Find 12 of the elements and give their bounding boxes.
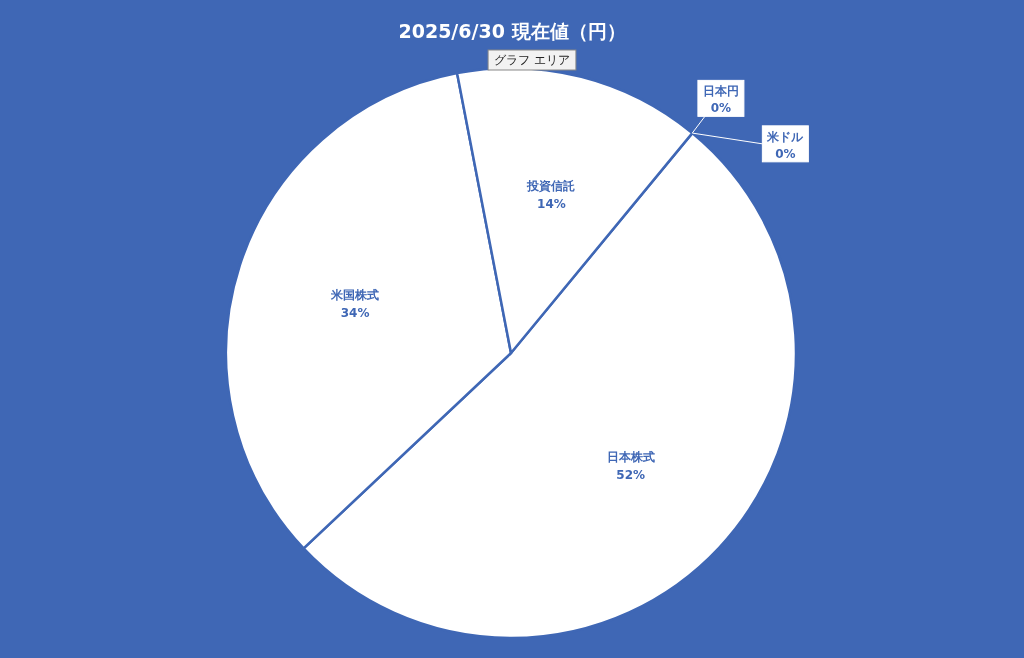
category-label: 米ドル: [767, 129, 804, 144]
data-label: 34%: [340, 305, 370, 320]
category-label: 日本円: [702, 84, 739, 99]
text: 0%: [775, 146, 796, 161]
tooltip-box: グラフ エリア: [487, 49, 577, 71]
chart-title: 2025/6/30 現在値（円）: [398, 20, 626, 42]
slice-label: 投資信託: [526, 179, 576, 194]
text: 0%: [710, 101, 732, 116]
slice-label: 日本株式: [606, 449, 655, 464]
data-label: 14%: [537, 197, 566, 212]
data-label: 52%: [616, 467, 646, 482]
slice-label: 米国株式: [330, 287, 380, 302]
